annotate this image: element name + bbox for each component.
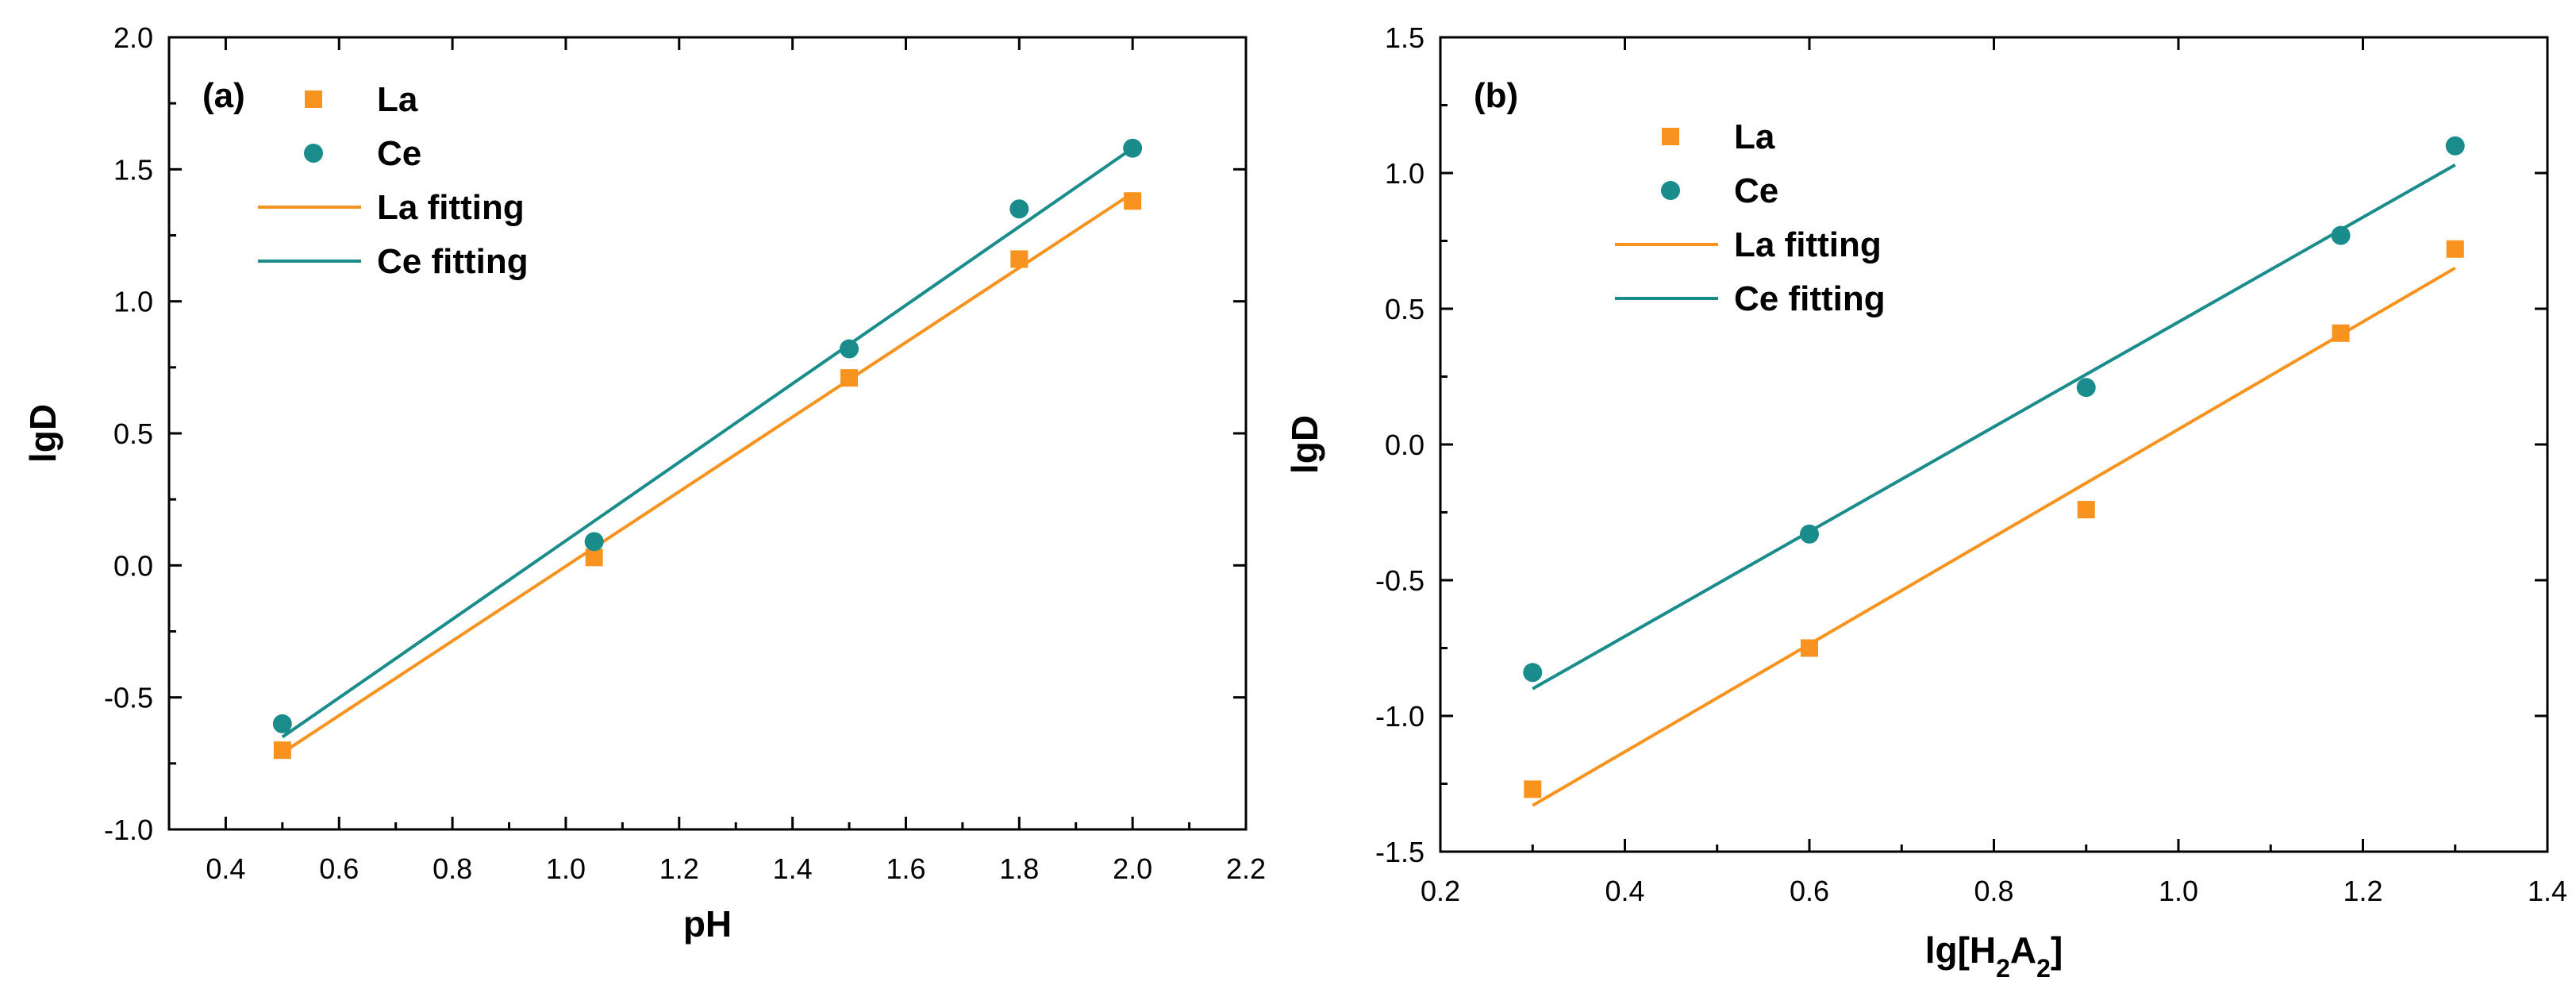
x-tick-label: 1.2 bbox=[659, 852, 699, 885]
legend-label-la-fitting: La fitting bbox=[377, 188, 525, 227]
panel-label: (b) bbox=[1474, 76, 1518, 115]
legend-label-la: La bbox=[377, 80, 418, 119]
x-tick-label: 0.6 bbox=[1790, 875, 1829, 907]
x-tick-label: 0.2 bbox=[1421, 875, 1460, 907]
fit-line-ce-fitting bbox=[1532, 164, 2456, 691]
y-tick-label: -1.0 bbox=[104, 814, 153, 846]
x-tick-label: 1.4 bbox=[773, 852, 813, 885]
y-tick-label: 1.5 bbox=[1385, 21, 1424, 54]
chart-panel-a: 0.4 0.6 0.8 1.0 1.2 1.4 1.6 1.8 2.0 2.2 -1.0 -0.5 0.… bbox=[22, 21, 1266, 945]
x-tick-label: 2.0 bbox=[1113, 852, 1152, 885]
plot-frame bbox=[1439, 36, 2549, 853]
y-tick-label: 1.0 bbox=[113, 286, 153, 318]
legend-marker-ce bbox=[304, 144, 323, 163]
chart-panel-b: 0.2 0.4 0.6 0.8 1.0 1.2 1.4 -1.5 -1.0 -0.5 0.0 0.5 1… bbox=[1284, 21, 2567, 983]
x-tick-label: 1.2 bbox=[2343, 875, 2382, 907]
data-point-la bbox=[273, 741, 291, 760]
x-tick-label: 1.8 bbox=[999, 852, 1039, 885]
x-tick-label: 1.0 bbox=[2159, 875, 2198, 907]
y-tick-label: 0.0 bbox=[1385, 429, 1424, 461]
y-tick-label: -1.5 bbox=[1375, 836, 1424, 868]
legend-marker-ce bbox=[1661, 181, 1680, 200]
legend-label-la-fitting: La fitting bbox=[1734, 225, 1882, 264]
data-point-la bbox=[1010, 250, 1028, 268]
data-point-la bbox=[840, 369, 859, 387]
x-tick-label: 0.6 bbox=[319, 852, 359, 885]
data-point-la bbox=[2332, 324, 2350, 342]
data-point-ce bbox=[2076, 378, 2096, 398]
y-tick-label: -0.5 bbox=[104, 682, 153, 714]
legend-label-la: La bbox=[1734, 117, 1775, 156]
x-axis-title-subscript: 2 bbox=[1996, 954, 2010, 983]
y-axis-title: lgD bbox=[22, 404, 63, 463]
legend-marker-la bbox=[305, 90, 322, 108]
data-point-ce bbox=[1009, 199, 1029, 219]
x-axis-title-part: ] bbox=[2051, 929, 2063, 971]
data-point-ce bbox=[272, 714, 292, 733]
legend-marker-la bbox=[1662, 128, 1679, 145]
x-tick-label: 0.4 bbox=[206, 852, 245, 885]
x-axis-title: pH bbox=[683, 903, 732, 945]
legend-label-ce-fitting: Ce fitting bbox=[377, 242, 529, 281]
y-tick-label: 0.5 bbox=[113, 417, 153, 450]
plot-frame bbox=[167, 36, 1248, 831]
y-tick-label: 0.5 bbox=[1385, 293, 1424, 325]
x-tick-label: 0.8 bbox=[1974, 875, 2013, 907]
panel-label: (a) bbox=[202, 76, 245, 115]
data-point-ce bbox=[1523, 663, 1543, 683]
x-axis-title-part: A bbox=[2010, 929, 2036, 971]
legend-label-ce: Ce bbox=[1734, 171, 1778, 210]
y-tick-label: -0.5 bbox=[1375, 564, 1424, 597]
x-tick-label: 0.4 bbox=[1605, 875, 1644, 907]
data-point-la bbox=[1801, 639, 1818, 657]
legend-label-ce-fitting: Ce fitting bbox=[1734, 279, 1886, 318]
data-point-ce bbox=[1123, 138, 1143, 158]
x-tick-label: 2.2 bbox=[1226, 852, 1266, 885]
y-tick-label: 0.0 bbox=[113, 549, 153, 582]
fit-line-la-fitting bbox=[281, 191, 1134, 755]
data-point-ce bbox=[584, 532, 604, 552]
y-axis-title: lgD bbox=[1284, 415, 1325, 474]
data-point-ce bbox=[2331, 225, 2351, 245]
x-tick-label: 1.6 bbox=[886, 852, 925, 885]
data-point-la bbox=[1524, 780, 1542, 798]
data-point-la bbox=[2077, 501, 2095, 519]
legend-label-ce: Ce bbox=[377, 134, 421, 173]
data-point-ce bbox=[1800, 524, 1819, 544]
x-axis-title-part: lg[H bbox=[1925, 929, 1996, 971]
y-tick-label: 1.0 bbox=[1385, 157, 1424, 190]
x-tick-label: 1.4 bbox=[2528, 875, 2567, 907]
fit-line-la-fitting bbox=[1532, 266, 2456, 807]
x-tick-label: 1.0 bbox=[546, 852, 586, 885]
y-tick-label: -1.0 bbox=[1375, 700, 1424, 733]
x-axis-title-subscript: 2 bbox=[2036, 954, 2051, 983]
data-point-la bbox=[585, 548, 603, 567]
y-tick-label: 1.5 bbox=[113, 153, 153, 186]
x-axis-title: lg[H2A2] bbox=[1925, 929, 2063, 983]
data-point-ce bbox=[2445, 136, 2465, 156]
y-tick-label: 2.0 bbox=[113, 21, 153, 54]
fit-line-ce-fitting bbox=[281, 147, 1134, 739]
data-point-la bbox=[2446, 240, 2464, 258]
x-tick-label: 0.8 bbox=[433, 852, 472, 885]
data-point-ce bbox=[840, 339, 859, 359]
data-point-la bbox=[1124, 192, 1142, 210]
